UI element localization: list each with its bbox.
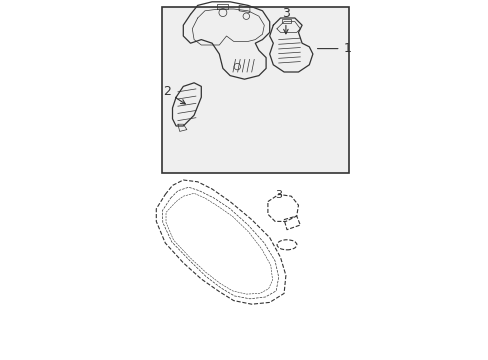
Bar xyxy=(162,7,348,173)
Text: 2: 2 xyxy=(163,85,185,104)
Text: 3: 3 xyxy=(275,190,282,200)
Text: 1: 1 xyxy=(317,42,351,55)
Bar xyxy=(282,19,291,23)
Text: 3: 3 xyxy=(282,7,289,34)
